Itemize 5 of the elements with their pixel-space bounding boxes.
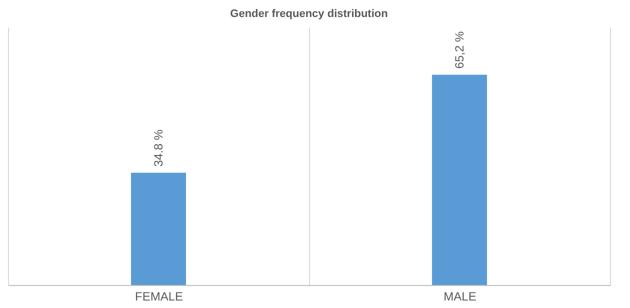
data-label: 34.8 % [152,129,166,167]
data-label: 65,2 % [452,31,466,69]
x-tick-label: FEMALE [134,290,184,304]
x-tick-label: MALE [444,290,476,304]
chart-title: Gender frequency distribution [230,8,388,20]
